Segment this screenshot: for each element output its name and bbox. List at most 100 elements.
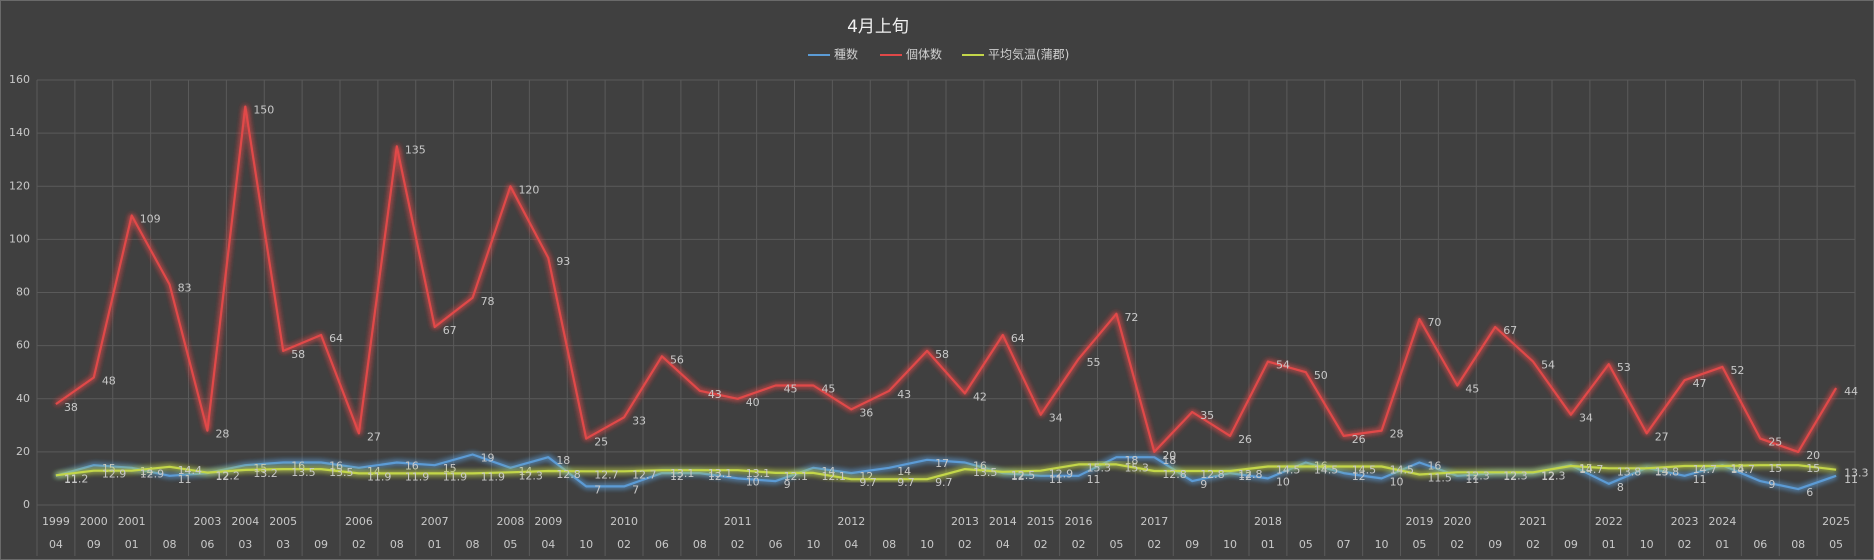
x-tick-label: 06 bbox=[655, 538, 669, 551]
x-tick-label: 04 bbox=[49, 538, 63, 551]
data-label: 83 bbox=[178, 282, 192, 295]
data-label: 43 bbox=[897, 388, 911, 401]
data-label: 28 bbox=[1390, 428, 1404, 441]
data-label: 12.3 bbox=[1541, 469, 1566, 482]
x-tick-label: 09 bbox=[1185, 538, 1199, 551]
x-tick-label: 09 bbox=[1488, 538, 1502, 551]
data-label: 11 bbox=[178, 473, 192, 486]
data-label: 15.3 bbox=[1087, 461, 1112, 474]
data-label: 52 bbox=[1730, 364, 1744, 377]
data-label: 10 bbox=[1276, 475, 1290, 488]
data-label: 26 bbox=[1352, 433, 1366, 446]
data-label: 13.5 bbox=[329, 466, 354, 479]
data-label: 7 bbox=[594, 483, 601, 496]
x-tick-label: 10 bbox=[1223, 538, 1237, 551]
data-label: 13.1 bbox=[670, 467, 695, 480]
data-label: 43 bbox=[708, 388, 722, 401]
data-label: 9.7 bbox=[897, 476, 915, 489]
x-tick-label: 02 bbox=[1450, 538, 1464, 551]
x-group-label: 2023 bbox=[1671, 515, 1699, 528]
data-label: 14.5 bbox=[1314, 463, 1339, 476]
data-label: 14.7 bbox=[1730, 463, 1755, 476]
x-tick-label: 06 bbox=[769, 538, 783, 551]
x-tick-label: 05 bbox=[1109, 538, 1123, 551]
data-label: 8 bbox=[1617, 481, 1624, 494]
data-label: 11 bbox=[1049, 473, 1063, 486]
legend-label: 平均気温(蒲郡) bbox=[988, 47, 1069, 62]
data-label: 45 bbox=[821, 382, 835, 395]
data-label: 9 bbox=[784, 478, 791, 491]
data-label: 20 bbox=[1806, 449, 1820, 462]
data-label: 120 bbox=[518, 183, 539, 196]
data-label: 13.5 bbox=[291, 466, 316, 479]
data-label: 15 bbox=[1806, 462, 1820, 475]
data-label: 72 bbox=[1124, 311, 1138, 324]
x-group-label: 2022 bbox=[1595, 515, 1623, 528]
data-label: 12 bbox=[1238, 470, 1252, 483]
data-label: 14 bbox=[367, 465, 381, 478]
x-tick-label: 02 bbox=[617, 538, 631, 551]
data-label: 11.9 bbox=[367, 470, 392, 483]
data-label: 135 bbox=[405, 143, 426, 156]
x-group-label: 2006 bbox=[345, 515, 373, 528]
x-tick-label: 04 bbox=[996, 538, 1010, 551]
data-label: 14.5 bbox=[1352, 463, 1377, 476]
chart-title: 4月上旬 bbox=[847, 17, 909, 37]
x-tick-label: 02 bbox=[958, 538, 972, 551]
x-tick-label: 08 bbox=[163, 538, 177, 551]
x-group-label: 2000 bbox=[80, 515, 108, 528]
data-label: 50 bbox=[1314, 369, 1328, 382]
data-label: 12.8 bbox=[556, 468, 581, 481]
data-label: 11 bbox=[64, 473, 78, 486]
x-group-label: 2018 bbox=[1254, 515, 1282, 528]
data-label: 11.9 bbox=[481, 470, 506, 483]
data-label: 26 bbox=[1238, 433, 1252, 446]
data-label: 78 bbox=[481, 295, 495, 308]
data-label: 20 bbox=[1162, 449, 1176, 462]
x-group-label: 2008 bbox=[496, 515, 524, 528]
data-label: 11 bbox=[1693, 473, 1707, 486]
data-label: 33 bbox=[632, 414, 646, 427]
data-label: 10 bbox=[746, 475, 760, 488]
x-tick-label: 06 bbox=[1753, 538, 1767, 551]
data-label: 6 bbox=[1806, 486, 1813, 499]
x-group-label: 2017 bbox=[1140, 515, 1168, 528]
y-tick-label: 100 bbox=[9, 232, 30, 245]
x-group-label: 2016 bbox=[1065, 515, 1093, 528]
data-label: 14.4 bbox=[178, 464, 203, 477]
data-label: 15 bbox=[102, 462, 116, 475]
x-tick-label: 08 bbox=[882, 538, 896, 551]
x-group-label: 2010 bbox=[610, 515, 638, 528]
data-label: 27 bbox=[1655, 430, 1669, 443]
x-tick-label: 02 bbox=[1072, 538, 1086, 551]
data-label: 58 bbox=[291, 348, 305, 361]
x-tick-label: 08 bbox=[390, 538, 404, 551]
x-tick-label: 01 bbox=[1261, 538, 1275, 551]
x-group-label: 2005 bbox=[269, 515, 297, 528]
series-line bbox=[55, 105, 1838, 453]
x-tick-label: 10 bbox=[920, 538, 934, 551]
data-label: 11.9 bbox=[405, 470, 430, 483]
data-label: 12.9 bbox=[1049, 468, 1074, 481]
legend-label: 種数 bbox=[834, 47, 858, 62]
x-tick-label: 02 bbox=[1034, 538, 1048, 551]
y-tick-label: 160 bbox=[9, 73, 30, 86]
data-label: 13.2 bbox=[253, 467, 278, 480]
data-label: 12.2 bbox=[215, 470, 240, 483]
data-label: 13.8 bbox=[1617, 465, 1642, 478]
data-label: 40 bbox=[746, 396, 760, 409]
data-label: 11 bbox=[1844, 473, 1858, 486]
data-label: 19 bbox=[481, 452, 495, 465]
x-tick-label: 08 bbox=[466, 538, 480, 551]
data-label: 34 bbox=[1049, 412, 1063, 425]
y-tick-label: 60 bbox=[16, 339, 30, 352]
x-tick-label: 08 bbox=[1791, 538, 1805, 551]
data-label: 12.5 bbox=[1011, 469, 1036, 482]
data-label: 12.9 bbox=[140, 468, 165, 481]
data-label: 15.3 bbox=[1124, 461, 1149, 474]
data-label: 10 bbox=[1390, 475, 1404, 488]
x-group-label: 2015 bbox=[1027, 515, 1055, 528]
x-tick-label: 04 bbox=[844, 538, 858, 551]
data-label: 109 bbox=[140, 212, 161, 225]
data-label: 12.7 bbox=[632, 468, 657, 481]
